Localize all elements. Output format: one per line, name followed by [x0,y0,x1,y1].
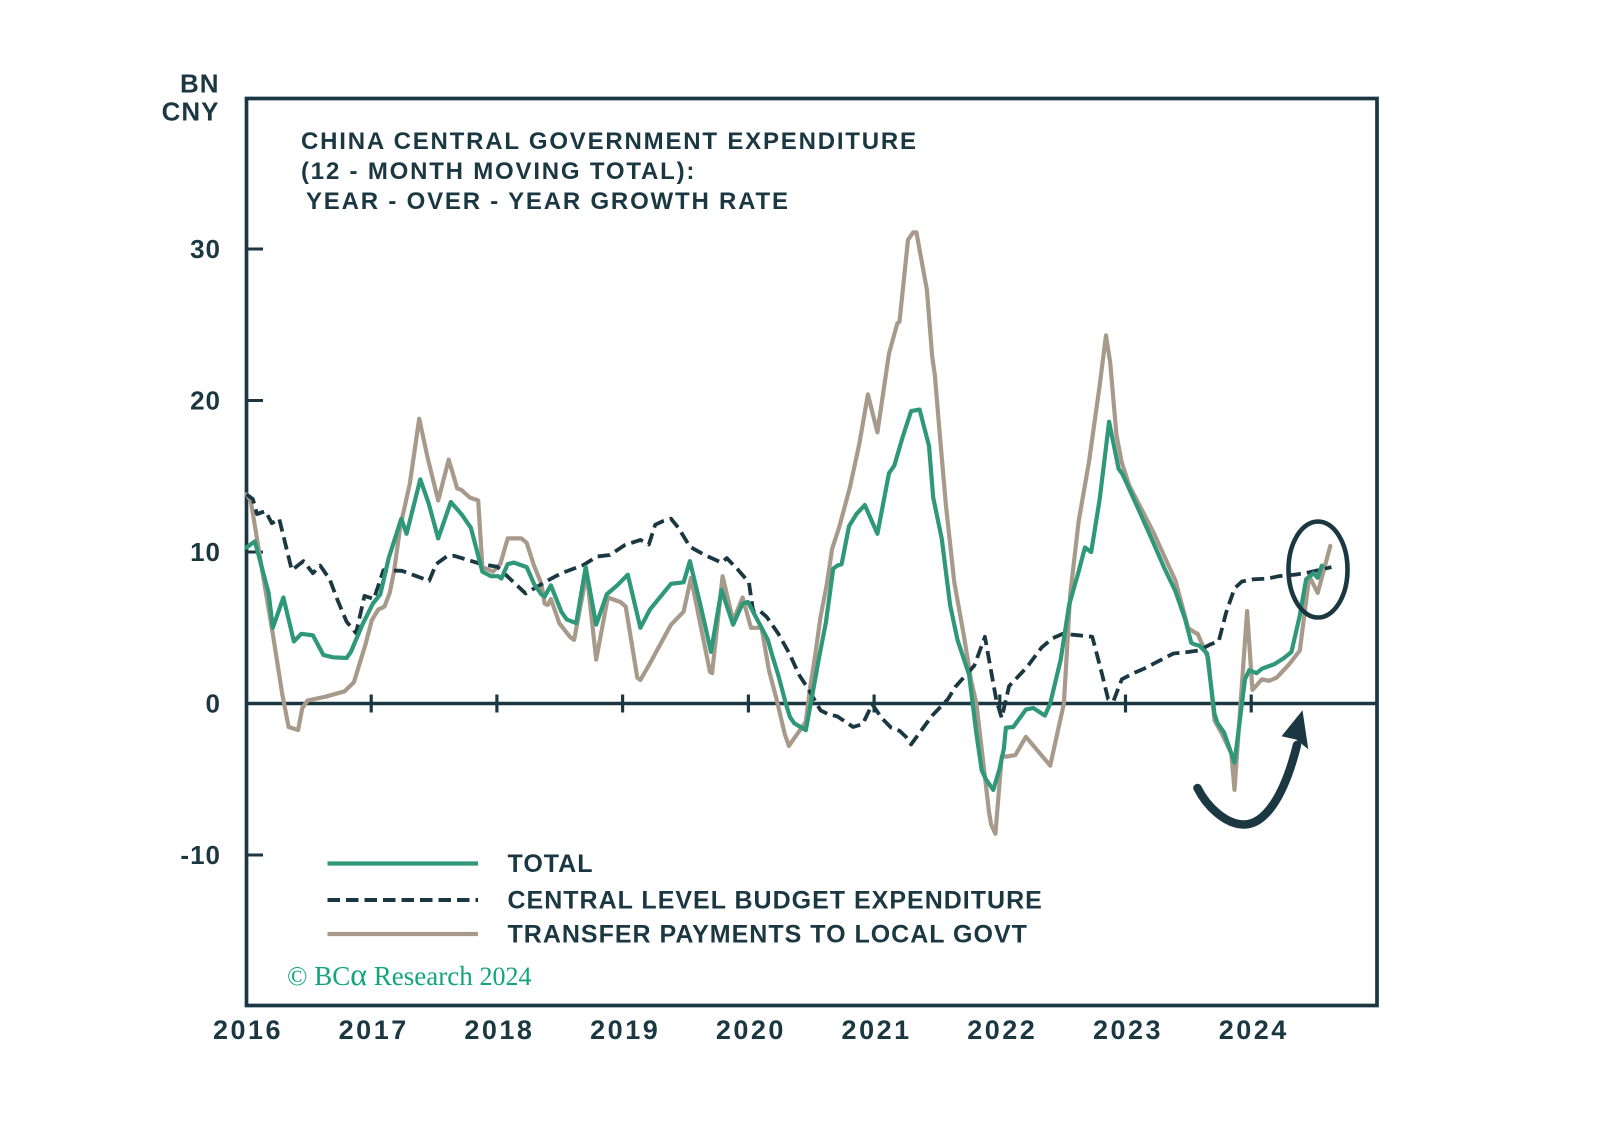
svg-text:2018: 2018 [464,1015,534,1045]
svg-text:YEAR - OVER - YEAR GROWTH RATE: YEAR - OVER - YEAR GROWTH RATE [306,188,790,215]
svg-text:TOTAL: TOTAL [508,850,594,878]
svg-text:10: 10 [190,537,221,567]
svg-text:2019: 2019 [590,1015,660,1045]
svg-text:2024: 2024 [1219,1015,1289,1045]
svg-text:2023: 2023 [1093,1015,1163,1045]
svg-text:2017: 2017 [339,1015,409,1045]
svg-text:20: 20 [190,386,221,416]
svg-text:© BCα Research 2024: © BCα Research 2024 [287,956,532,992]
svg-text:CHINA CENTRAL GOVERNMENT EXPEN: CHINA CENTRAL GOVERNMENT EXPENDITURE [301,128,918,155]
svg-text:2022: 2022 [967,1015,1037,1045]
svg-text:2021: 2021 [842,1015,912,1045]
svg-text:-10: -10 [180,840,221,870]
svg-text:0: 0 [206,689,221,719]
svg-text:CNY: CNY [162,97,220,127]
svg-text:TRANSFER PAYMENTS TO LOCAL GOV: TRANSFER PAYMENTS TO LOCAL GOVT [508,921,1028,949]
svg-text:CENTRAL LEVEL BUDGET EXPENDITU: CENTRAL LEVEL BUDGET EXPENDITURE [508,887,1043,915]
svg-text:BN: BN [180,69,220,99]
svg-text:2020: 2020 [716,1015,786,1045]
svg-text:(12 - MONTH MOVING TOTAL):: (12 - MONTH MOVING TOTAL): [301,158,696,185]
svg-text:30: 30 [190,234,221,264]
svg-text:2016: 2016 [213,1015,283,1045]
